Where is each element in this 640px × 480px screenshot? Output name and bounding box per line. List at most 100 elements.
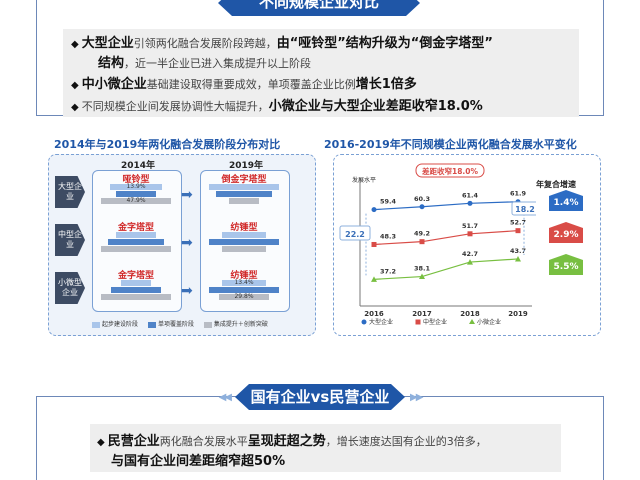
chevron-left-icon: ◀◀ bbox=[218, 391, 232, 403]
point-2-3 bbox=[515, 255, 521, 262]
legend-label-0: 大型企业 bbox=[369, 318, 393, 326]
diamond-bullet-icon: ◆ bbox=[71, 39, 79, 50]
section2-banner: ◀◀ 国有企业vs民营企业 ▶▶ bbox=[196, 384, 444, 410]
data-label-0-3: 61.9 bbox=[510, 190, 527, 198]
arrow-right-icon: ➡ bbox=[181, 283, 193, 299]
bar-2019-2-2: 29.8% bbox=[219, 294, 269, 300]
data-label-0-0: 59.4 bbox=[380, 198, 397, 206]
legend-stage1: 起步建设阶段 bbox=[102, 321, 139, 328]
callout-box bbox=[415, 163, 485, 178]
bar-2019-0-1 bbox=[216, 191, 272, 197]
line-chart: 发展水平 2016 2017 2018 2019 59.4 60.3 61.4 61.9 48.3… bbox=[339, 163, 536, 326]
arrow-right-icon: ➡ bbox=[181, 235, 193, 251]
point-2-2 bbox=[467, 259, 473, 265]
legend-swatch-stage3 bbox=[203, 321, 212, 328]
gap-value-2016: 22.2 bbox=[345, 230, 365, 239]
diamond-bullet-icon: ◆ bbox=[71, 102, 79, 113]
callout-text: 差距收窄18.0% bbox=[421, 166, 479, 176]
point-0-2 bbox=[467, 200, 473, 206]
data-label-2-2: 42.7 bbox=[462, 250, 478, 258]
x-tick-label: 2016 bbox=[364, 310, 384, 318]
point-0-1 bbox=[419, 204, 425, 210]
bar-2019-1-1 bbox=[209, 239, 279, 245]
bar-2014-0-0: 13.9% bbox=[110, 184, 162, 190]
gap-box-2019 bbox=[511, 201, 536, 216]
data-label-0-2: 61.4 bbox=[462, 191, 479, 199]
growth-badge-large: 1.4% bbox=[549, 196, 583, 211]
bar-2014-2-0 bbox=[121, 280, 151, 286]
col-head-2019: 2019年 bbox=[228, 161, 264, 171]
growth-badge-medium: 2.9% bbox=[549, 228, 583, 243]
x-tick-label: 2018 bbox=[460, 310, 480, 318]
point-2-1 bbox=[419, 273, 425, 280]
legend-stage2: 单项覆盖阶段 bbox=[157, 321, 194, 328]
data-label-2-3: 43.7 bbox=[510, 247, 526, 255]
shape-label-2014-0: 哑铃型 bbox=[122, 175, 150, 185]
series-line-1 bbox=[373, 230, 519, 246]
legend-swatch-stage1 bbox=[92, 321, 100, 328]
section1-text-panel bbox=[63, 29, 579, 117]
diamond-bullet-icon: ◆ bbox=[97, 437, 105, 448]
series-line-0 bbox=[373, 201, 519, 211]
right-chart-title: 2016-2019年不同规模企业两化融合发展水平变化 bbox=[324, 138, 577, 151]
legend-swatch-stage2 bbox=[147, 321, 156, 328]
bullet-large-enterprise-cont: 结构，近一半企业已进入集成提升以上阶段 bbox=[98, 56, 312, 71]
bar-2014-2-1 bbox=[111, 287, 161, 293]
bullet-large-enterprise: ◆ 大型企业引领两化融合发展阶段跨越，由“哑铃型”结构升级为“倒金字塔型” bbox=[71, 36, 493, 51]
bullet-private-enterprise-cont: 与国有企业间差距缩窄超50% bbox=[111, 454, 286, 469]
x-tick-label: 2019 bbox=[508, 310, 528, 318]
section2-title: 国有企业vs民营企业 bbox=[235, 384, 405, 410]
data-label-1-2: 51.7 bbox=[462, 222, 478, 230]
point-2-0 bbox=[371, 276, 377, 282]
shape-label-2019-0: 倒金字塔型 bbox=[221, 175, 267, 185]
row-tag-2: 小微型企业 bbox=[55, 272, 85, 304]
left-chart-legend: 起步建设阶段 单项覆盖阶段 集成提升＋创新突破 bbox=[84, 319, 268, 328]
bar-2014-1-2 bbox=[101, 246, 171, 252]
data-label-1-3: 52.7 bbox=[510, 219, 526, 227]
shape-label-2019-2: 纺锤型 bbox=[230, 271, 258, 281]
bar-2014-2-2 bbox=[101, 294, 171, 300]
point-1-3 bbox=[515, 228, 521, 234]
bar-2014-1-1 bbox=[108, 239, 164, 245]
legend-marker-1 bbox=[415, 319, 421, 325]
data-label-2-1: 38.1 bbox=[414, 265, 431, 273]
legend-marker-2 bbox=[469, 319, 475, 324]
diamond-bullet-icon: ◆ bbox=[71, 80, 79, 91]
point-1-1 bbox=[419, 239, 425, 245]
section1-title: 不同规模企业对比 bbox=[218, 0, 420, 16]
data-label-1-1: 49.2 bbox=[414, 230, 430, 238]
legend-label-2: 小微企业 bbox=[477, 318, 501, 326]
point-1-2 bbox=[467, 231, 473, 237]
legend-label-1: 中型企业 bbox=[423, 318, 447, 326]
bar-2019-0-0 bbox=[209, 184, 279, 190]
col-head-2014: 2014年 bbox=[120, 161, 156, 171]
chevron-right-icon: ▶▶ bbox=[410, 391, 423, 403]
bullet-sme: ◆ 中小微企业基础建设取得重要成效，单项覆盖企业比例增长1倍多 bbox=[71, 77, 417, 92]
shape-label-2019-1: 纺锤型 bbox=[230, 223, 258, 233]
shape-label-2014-1: 金字塔型 bbox=[117, 223, 154, 233]
bar-2014-0-1 bbox=[116, 191, 156, 197]
left-chart-title: 2014年与2019年两化融合发展阶段分布对比 bbox=[54, 138, 281, 151]
bar-2019-2-0: 13.4% bbox=[222, 280, 266, 286]
bar-2019-0-2 bbox=[229, 198, 259, 204]
series-line-2 bbox=[373, 258, 519, 280]
y-axis-label: 发展水平 bbox=[352, 176, 376, 184]
arrow-right-icon: ➡ bbox=[181, 187, 193, 203]
bar-2019-1-0 bbox=[222, 232, 266, 238]
growth-badge-small: 5.5% bbox=[549, 260, 583, 275]
data-label-1-0: 48.3 bbox=[380, 232, 396, 240]
section2-text-panel bbox=[90, 424, 561, 472]
shape-label-2014-2: 金字塔型 bbox=[117, 271, 154, 281]
point-1-0 bbox=[371, 241, 377, 247]
growth-title: 年复合增速 bbox=[536, 180, 576, 189]
bar-2019-1-2 bbox=[222, 246, 266, 252]
bar-2014-0-2: 47.9% bbox=[101, 198, 171, 204]
legend-stage3: 集成提升＋创新突破 bbox=[213, 321, 268, 328]
bullet-coordination: ◆ 不同规模企业间发展协调性大幅提升，小微企业与大型企业差距收窄18.0% bbox=[71, 99, 483, 114]
gap-value-2019: 18.2 bbox=[515, 205, 535, 214]
legend-marker-0 bbox=[361, 319, 367, 325]
data-label-2-0: 37.2 bbox=[380, 267, 396, 275]
point-0-0 bbox=[371, 207, 377, 213]
bullet-private-enterprise: ◆ 民营企业两化融合发展水平呈现赶超之势，增长速度达国有企业的3倍多， bbox=[97, 434, 487, 449]
x-tick-label: 2017 bbox=[412, 310, 432, 318]
